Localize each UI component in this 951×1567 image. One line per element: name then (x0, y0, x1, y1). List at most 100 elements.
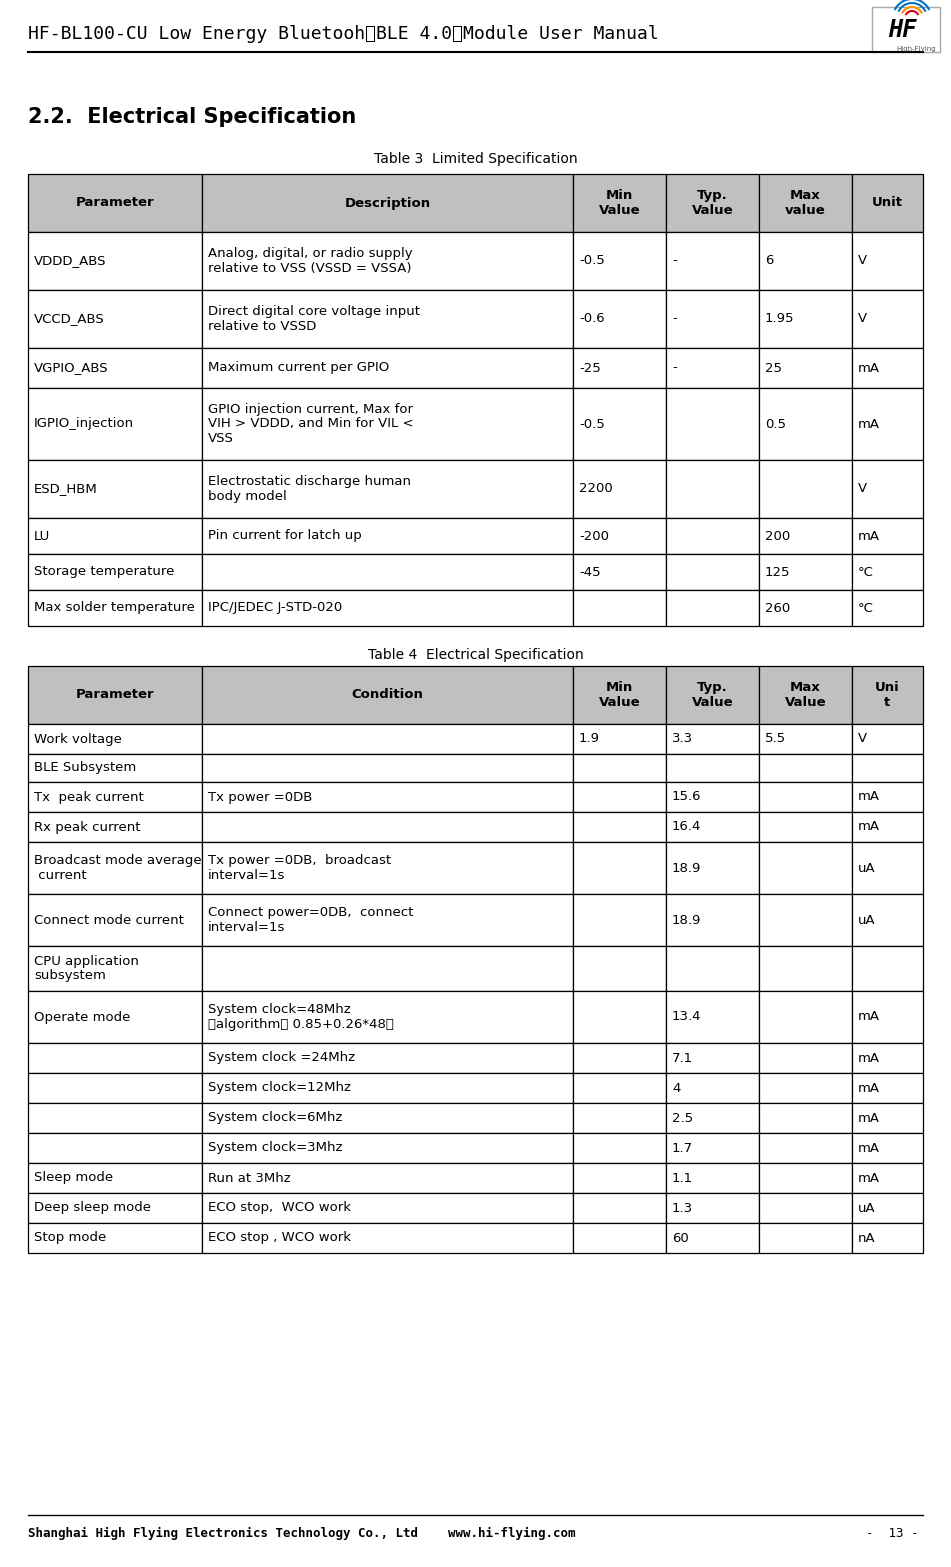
Bar (852, 1044, 923, 1073)
Text: °C: °C (858, 566, 874, 578)
Text: HF: HF (888, 17, 917, 42)
Text: Tx power =0DB: Tx power =0DB (208, 790, 312, 804)
Text: Broadcast mode average
 current: Broadcast mode average current (34, 854, 202, 882)
Bar (202, 946, 573, 990)
Text: Tx  peak current: Tx peak current (34, 790, 144, 804)
Text: System clock =24Mhz: System clock =24Mhz (208, 1051, 355, 1064)
Bar (852, 754, 923, 782)
Bar (573, 348, 666, 389)
Text: 2200: 2200 (579, 483, 612, 495)
Bar (28, 1044, 202, 1073)
Text: 2.5: 2.5 (672, 1111, 693, 1125)
Bar (573, 232, 666, 290)
Bar (666, 946, 759, 990)
Bar (759, 1044, 852, 1073)
Bar (573, 555, 666, 591)
Text: mA: mA (858, 1051, 880, 1064)
Bar (666, 290, 759, 348)
Text: 15.6: 15.6 (672, 790, 702, 804)
Bar (202, 389, 573, 461)
Bar (28, 782, 202, 812)
Bar (666, 782, 759, 812)
Bar (573, 782, 666, 812)
Text: 7.1: 7.1 (672, 1051, 693, 1064)
Bar (852, 232, 923, 290)
Text: Pin current for latch up: Pin current for latch up (208, 530, 361, 542)
Bar (759, 232, 852, 290)
Bar (759, 666, 852, 724)
Bar (759, 389, 852, 461)
Bar (666, 724, 759, 754)
Text: 13.4: 13.4 (672, 1011, 702, 1023)
Text: 200: 200 (765, 530, 790, 542)
Bar (573, 724, 666, 754)
Text: Description: Description (344, 196, 431, 210)
Bar (28, 754, 202, 782)
Bar (573, 990, 666, 1044)
Bar (759, 724, 852, 754)
Text: 125: 125 (765, 566, 790, 578)
Text: V: V (858, 732, 867, 746)
Bar (852, 895, 923, 946)
Bar (759, 812, 852, 841)
Bar (202, 812, 573, 841)
Text: Direct digital core voltage input
relative to VSSD: Direct digital core voltage input relati… (208, 306, 420, 334)
Bar (28, 841, 202, 895)
Bar (852, 666, 923, 724)
Text: Electrostatic discharge human
body model: Electrostatic discharge human body model (208, 475, 411, 503)
Bar (28, 812, 202, 841)
Bar (28, 990, 202, 1044)
Bar (666, 1103, 759, 1133)
Bar (202, 754, 573, 782)
Bar (573, 174, 666, 232)
Text: -0.6: -0.6 (579, 312, 605, 326)
Text: 1.9: 1.9 (579, 732, 600, 746)
Text: Parameter: Parameter (76, 196, 154, 210)
Bar (666, 389, 759, 461)
Text: HF-BL100-CU Low Energy Bluetooh（BLE 4.0）Module User Manual: HF-BL100-CU Low Energy Bluetooh（BLE 4.0）… (28, 25, 659, 42)
Bar (28, 555, 202, 591)
Bar (202, 895, 573, 946)
Bar (202, 519, 573, 555)
Bar (872, 6, 940, 52)
Bar (852, 174, 923, 232)
Text: 6: 6 (765, 254, 773, 268)
Bar (759, 1073, 852, 1103)
Bar (202, 348, 573, 389)
Text: 1.1: 1.1 (672, 1172, 693, 1185)
Text: Condition: Condition (352, 688, 423, 702)
Text: IPC/JEDEC J-STD-020: IPC/JEDEC J-STD-020 (208, 602, 342, 614)
Bar (573, 841, 666, 895)
Bar (759, 754, 852, 782)
Bar (759, 1103, 852, 1133)
Text: Deep sleep mode: Deep sleep mode (34, 1202, 151, 1214)
Bar (28, 174, 202, 232)
Bar (573, 389, 666, 461)
Text: uA: uA (858, 862, 876, 874)
Bar (666, 812, 759, 841)
Bar (28, 724, 202, 754)
Text: VDDD_ABS: VDDD_ABS (34, 254, 107, 268)
Bar (852, 1222, 923, 1254)
Text: 1.95: 1.95 (765, 312, 794, 326)
Bar (852, 555, 923, 591)
Bar (759, 1192, 852, 1222)
Text: Connect power=0DB,  connect
interval=1s: Connect power=0DB, connect interval=1s (208, 906, 414, 934)
Bar (666, 555, 759, 591)
Bar (573, 1222, 666, 1254)
Text: IGPIO_injection: IGPIO_injection (34, 417, 134, 431)
Text: BLE Subsystem: BLE Subsystem (34, 762, 136, 774)
Bar (759, 519, 852, 555)
Bar (759, 1163, 852, 1192)
Text: 1.3: 1.3 (672, 1202, 693, 1214)
Text: mA: mA (858, 1081, 880, 1094)
Bar (666, 232, 759, 290)
Text: Work voltage: Work voltage (34, 732, 122, 746)
Bar (573, 1192, 666, 1222)
Text: CPU application
subsystem: CPU application subsystem (34, 954, 139, 983)
Bar (573, 1163, 666, 1192)
Text: Connect mode current: Connect mode current (34, 914, 184, 926)
Text: Table 4  Electrical Specification: Table 4 Electrical Specification (368, 649, 583, 661)
Bar (852, 1073, 923, 1103)
Bar (852, 1103, 923, 1133)
